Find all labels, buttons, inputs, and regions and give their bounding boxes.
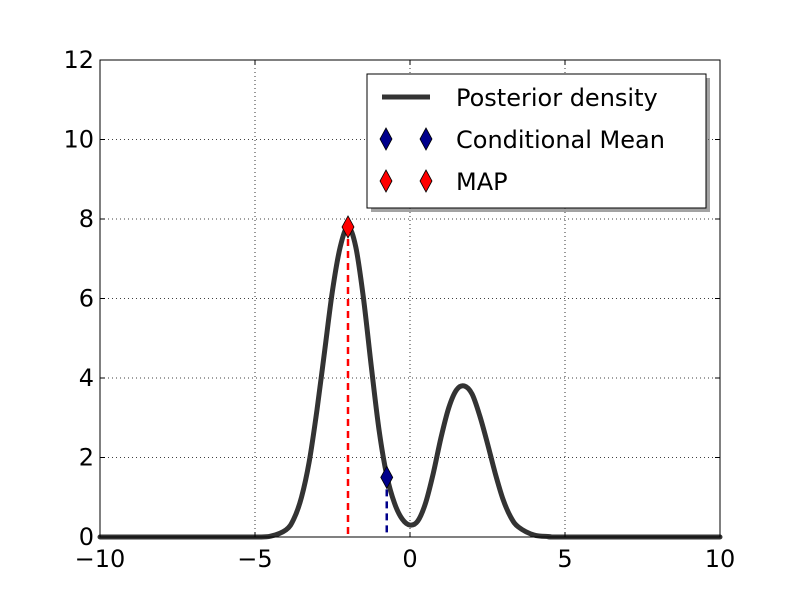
posterior-density-line xyxy=(97,224,723,540)
legend-diamond-mean-2 xyxy=(419,127,433,151)
x-tick-label: 0 xyxy=(402,545,417,573)
marker-drop-lines xyxy=(346,226,388,537)
x-tick-label: −5 xyxy=(237,545,272,573)
y-tick-labels: 0 2 4 6 8 10 12 xyxy=(63,46,94,551)
y-tick-label: 2 xyxy=(79,444,94,472)
x-tick-label: −10 xyxy=(75,545,126,573)
legend-diamond-map-2 xyxy=(419,169,433,193)
y-tick-label: 10 xyxy=(63,126,94,154)
x-tick-labels: −10 −5 0 5 10 xyxy=(75,545,736,573)
markers-group xyxy=(341,215,394,490)
y-tick-label: 0 xyxy=(79,523,94,551)
ticks xyxy=(99,59,721,538)
conditional-mean-marker xyxy=(380,465,394,490)
map-marker xyxy=(341,215,355,239)
y-tick-label: 12 xyxy=(63,46,94,74)
x-tick-label: 10 xyxy=(705,545,736,573)
legend-label-mean: Conditional Mean xyxy=(456,126,665,154)
legend: Posterior density Conditional Mean MAP xyxy=(366,73,710,212)
y-tick-label: 8 xyxy=(79,205,94,233)
y-tick-label: 4 xyxy=(79,364,94,392)
x-tick-label: 5 xyxy=(557,545,572,573)
legend-label-posterior: Posterior density xyxy=(456,84,658,112)
y-tick-label: 6 xyxy=(79,285,94,313)
legend-diamond-map-1 xyxy=(379,169,393,193)
legend-label-map: MAP xyxy=(456,168,508,196)
legend-diamond-mean-1 xyxy=(379,127,393,151)
series-group xyxy=(97,224,723,540)
